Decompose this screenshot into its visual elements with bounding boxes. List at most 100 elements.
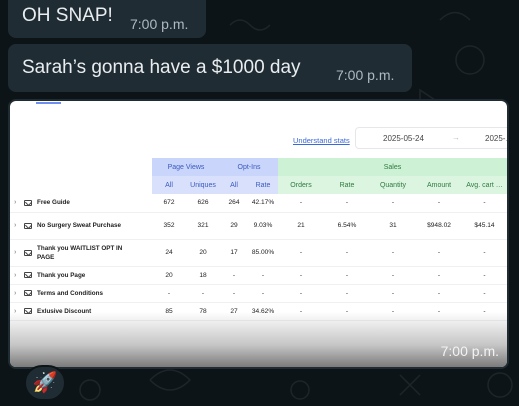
stat-cell: - [391, 289, 395, 297]
column-header: Uniques [186, 176, 220, 194]
stat-cell: - [391, 271, 395, 279]
stat-cell: 264 [228, 199, 240, 207]
reaction-badge[interactable]: 🚀 [24, 365, 66, 401]
shared-screenshot[interactable]: Understand stats 2025-05-24 → 2025-… Pag… [10, 101, 507, 367]
date-to: 2025-… [485, 134, 507, 143]
stat-cell: 20 [165, 271, 173, 279]
page-name-cell: › Terms and Conditions [10, 284, 152, 302]
stat-cell: - [483, 249, 486, 256]
stat-cell: - [437, 307, 441, 315]
stat-cell: $45.14 [474, 222, 495, 229]
page-name-cell: › Thank you Page [10, 266, 152, 284]
mail-icon [24, 290, 32, 296]
stat-cell: 6.54% [337, 222, 357, 229]
chevron-right-icon: › [14, 289, 17, 297]
stat-cell: 78 [199, 307, 207, 315]
stat-cell: - [299, 271, 303, 279]
stat-cell: - [437, 249, 441, 256]
stat-cell: 321 [197, 222, 209, 229]
stat-cell: - [391, 249, 395, 256]
column-header: Rate [248, 176, 278, 194]
column-header: Orders [278, 176, 324, 194]
date-range-picker: 2025-05-24 → 2025-… [355, 127, 507, 149]
stat-cell: 85.00% [251, 249, 275, 256]
page-name: No Surgery Sweat Purchase [37, 222, 121, 229]
stat-cell: 24 [165, 249, 173, 256]
message-time: 7:00 p.m. [440, 343, 499, 359]
stat-cell: 18 [199, 271, 207, 279]
column-header: All [152, 176, 186, 194]
stat-cell: 9.03% [253, 222, 273, 229]
image-message-bubble[interactable]: Understand stats 2025-05-24 → 2025-… Pag… [8, 99, 509, 369]
understand-stats-link: Understand stats [293, 136, 350, 145]
stat-cell: - [232, 271, 236, 279]
table-row[interactable]: › Terms and Conditions - - - - - - - - - [10, 284, 507, 302]
empty-header [10, 176, 152, 194]
stat-cell: - [345, 307, 349, 315]
column-header: Avg. cart … [462, 176, 507, 194]
stat-cell: - [483, 289, 486, 297]
group-header-sales: Sales [278, 158, 507, 176]
chevron-right-icon: › [14, 307, 17, 315]
arrow-right-icon: → [452, 133, 460, 142]
active-tab-indicator [36, 102, 61, 104]
stat-cell: - [345, 199, 349, 207]
date-from: 2025-05-24 [383, 134, 424, 143]
funnel-stats-table: Page Views Opt-Ins Sales All Uniques All… [10, 158, 507, 321]
column-header: All [220, 176, 248, 194]
stat-cell: 672 [163, 199, 175, 207]
page-name-cell: › Free Guide [10, 194, 152, 212]
stat-cell: - [391, 199, 395, 207]
page-name-cell: › Thank you WAITLIST OPT IN PAGE [10, 239, 152, 266]
table-row[interactable]: › Thank you Page 20 18 - - - - - - - [10, 266, 507, 284]
stat-cell: - [483, 307, 486, 315]
stat-cell: - [483, 199, 486, 207]
message-time: 7:00 p.m. [336, 67, 395, 83]
stat-cell: 29 [230, 222, 238, 229]
image-bottom-shade [10, 312, 507, 367]
stat-cell: - [201, 289, 205, 297]
chevron-right-icon: › [14, 199, 17, 207]
stat-cell: - [345, 249, 349, 256]
stat-cell: - [299, 289, 303, 297]
stat-cell: - [299, 199, 303, 207]
page-name: Free Guide [37, 199, 70, 207]
chevron-right-icon: › [14, 271, 17, 279]
stat-cell: - [437, 289, 441, 297]
stat-cell: 31 [389, 222, 397, 229]
empty-header [10, 158, 152, 176]
message-text: Sarah’s gonna have a $1000 day [22, 57, 301, 78]
table-row[interactable]: › Thank you WAITLIST OPT IN PAGE 24 20 17 85.… [10, 239, 507, 266]
table-row[interactable]: › Free Guide 672 626 264 42.17% - - - - - [10, 194, 507, 212]
stat-cell: - [299, 249, 303, 256]
mail-icon [24, 249, 32, 256]
page-name: Thank you Page [37, 271, 86, 279]
stat-cell: 17 [230, 249, 238, 256]
page-name-cell: › No Surgery Sweat Purchase [10, 212, 152, 239]
stat-cell: 42.17% [251, 199, 275, 207]
stat-cell: - [167, 289, 171, 297]
stat-cell: - [437, 271, 441, 279]
message-text: OH SNAP! [22, 5, 113, 26]
column-header: Amount [416, 176, 462, 194]
page-name: Exlusive Discount [37, 307, 92, 315]
message-bubble[interactable]: Sarah’s gonna have a $1000 day 7:00 p.m. [8, 44, 412, 92]
stat-cell: 626 [197, 199, 209, 207]
stat-cell: 27 [230, 307, 238, 315]
stat-cell: - [391, 307, 395, 315]
message-time: 7:00 p.m. [130, 16, 189, 32]
stat-cell: 352 [163, 222, 175, 229]
table-row[interactable]: › No Surgery Sweat Purchase 352 321 29 9.03% 2… [10, 212, 507, 239]
rocket-icon: 🚀 [32, 372, 58, 394]
group-header-page-views: Page Views [152, 158, 220, 176]
chevron-right-icon: › [14, 222, 17, 229]
message-bubble[interactable]: OH SNAP! 7:00 p.m. [8, 0, 206, 38]
stat-cell: 85 [165, 307, 173, 315]
chevron-right-icon: › [14, 249, 17, 256]
column-header: Quantity [370, 176, 416, 194]
column-header: Rate [324, 176, 370, 194]
stat-cell: - [483, 271, 486, 279]
mail-icon [24, 199, 32, 206]
stat-cell: - [345, 271, 349, 279]
stat-cell: - [299, 307, 303, 315]
